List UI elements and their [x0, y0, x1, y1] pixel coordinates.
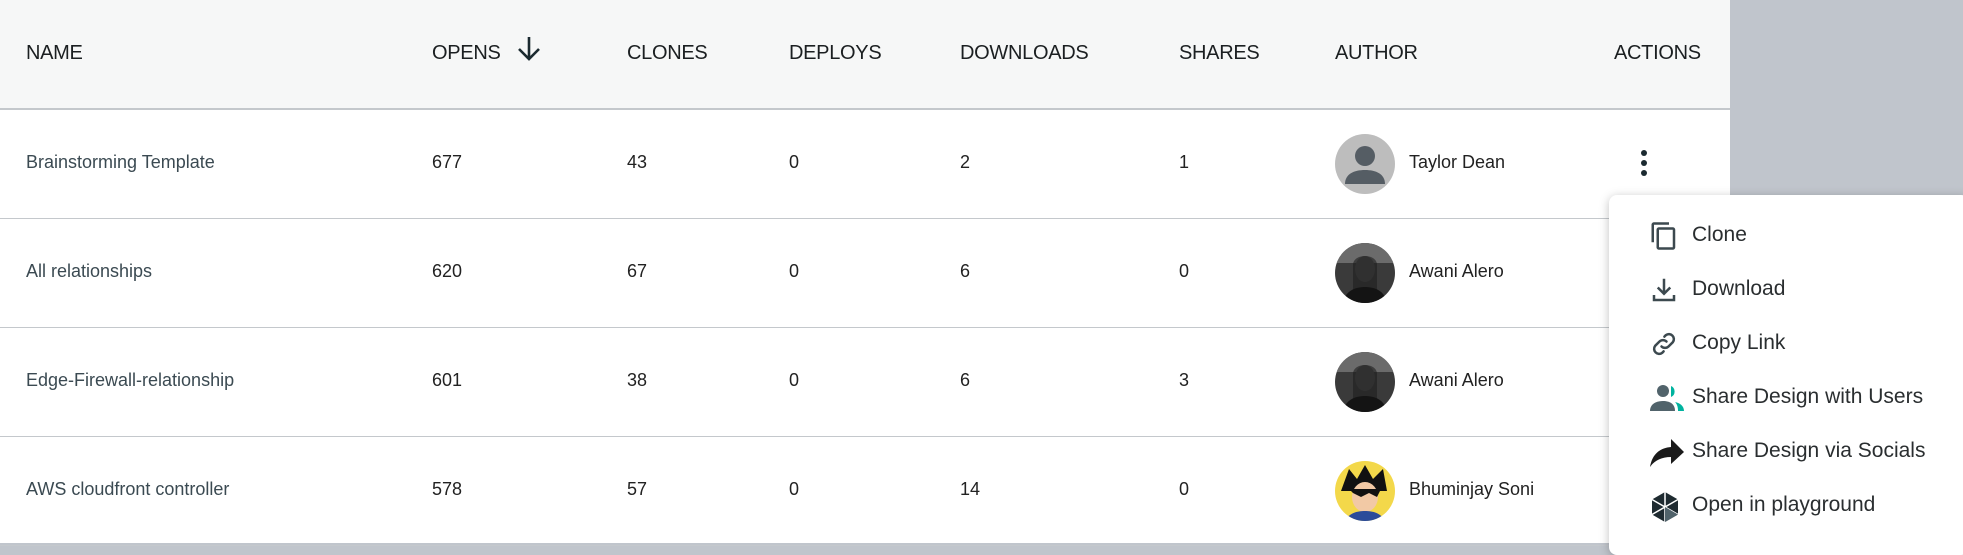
cell-name[interactable]: All relationships	[26, 261, 153, 281]
cell-downloads: 6	[960, 370, 971, 390]
column-opens[interactable]: OPENS	[432, 42, 501, 64]
column-shares[interactable]: SHARES	[1179, 42, 1260, 64]
menu-item-open-playground[interactable]: Open in playground	[1609, 479, 1963, 533]
cell-opens: 620	[432, 261, 463, 281]
cell-opens: 601	[432, 370, 463, 390]
menu-item-copy-link[interactable]: Copy Link	[1609, 317, 1963, 371]
menu-item-share-socials[interactable]: Share Design via Socials	[1609, 425, 1963, 479]
table-header: NAME OPENS CLONES DEPLOYS DOWNLOADS SHAR…	[0, 0, 1730, 110]
avatar	[1335, 461, 1395, 521]
cell-clones: 57	[627, 479, 648, 499]
actions-menu: Clone Download Copy Link Share Design wi…	[1609, 195, 1963, 555]
column-author: AUTHOR	[1335, 42, 1418, 64]
cell-shares: 3	[1179, 370, 1190, 390]
avatar	[1335, 352, 1395, 412]
cell-downloads: 2	[960, 152, 971, 172]
cell-clones: 67	[627, 261, 648, 281]
avatar	[1335, 243, 1395, 303]
column-name[interactable]: NAME	[26, 42, 83, 64]
column-clones[interactable]: CLONES	[627, 42, 708, 64]
author-name: Awani Alero	[1409, 261, 1504, 281]
cell-shares: 1	[1179, 152, 1190, 172]
cell-clones: 43	[627, 152, 648, 172]
cell-deploys: 0	[789, 261, 800, 281]
cell-deploys: 0	[789, 479, 800, 499]
avatar	[1335, 134, 1395, 194]
cell-name[interactable]: Brainstorming Template	[26, 152, 215, 172]
cell-clones: 38	[627, 370, 648, 390]
cell-deploys: 0	[789, 152, 800, 172]
cell-name[interactable]: AWS cloudfront controller	[26, 479, 230, 499]
column-deploys[interactable]: DEPLOYS	[789, 42, 882, 64]
table-row[interactable]: All relationships 620 67 0 6 0 Awani Alero	[0, 219, 1730, 328]
cell-downloads: 14	[960, 479, 981, 499]
designs-table: NAME OPENS CLONES DEPLOYS DOWNLOADS SHAR…	[0, 0, 1730, 543]
menu-item-share-users[interactable]: Share Design with Users	[1609, 371, 1963, 425]
share-arrow-icon	[1650, 439, 1684, 467]
copy-icon	[1651, 222, 1676, 250]
menu-item-clone[interactable]: Clone	[1609, 209, 1963, 263]
menu-item-download[interactable]: Download	[1609, 263, 1963, 317]
users-icon	[1650, 385, 1684, 411]
author-name: Awani Alero	[1409, 370, 1504, 390]
author-name: Taylor Dean	[1409, 152, 1506, 172]
column-downloads[interactable]: DOWNLOADS	[960, 42, 1089, 64]
table-row[interactable]: AWS cloudfront controller 578 57 0 14 0 Bhumin…	[0, 437, 1730, 546]
table-row[interactable]: Brainstorming Template 677 43 0 2 1 Taylor Dea…	[0, 110, 1730, 219]
cell-deploys: 0	[789, 370, 800, 390]
playground-icon	[1651, 492, 1679, 522]
cell-downloads: 6	[960, 261, 971, 281]
arrow-down-icon[interactable]	[516, 34, 542, 64]
cell-opens: 677	[432, 152, 463, 172]
cell-shares: 0	[1179, 479, 1190, 499]
column-actions: ACTIONS	[1614, 42, 1701, 64]
link-icon	[1652, 332, 1676, 356]
author-name: Bhuminjay Soni	[1409, 479, 1535, 499]
cell-shares: 0	[1179, 261, 1190, 281]
more-actions-icon[interactable]	[1634, 148, 1654, 178]
cell-opens: 578	[432, 479, 463, 499]
download-icon	[1652, 278, 1676, 302]
cell-name[interactable]: Edge-Firewall-relationship	[26, 370, 235, 390]
table-row[interactable]: Edge-Firewall-relationship 601 38 0 6 3 Awani …	[0, 328, 1730, 437]
